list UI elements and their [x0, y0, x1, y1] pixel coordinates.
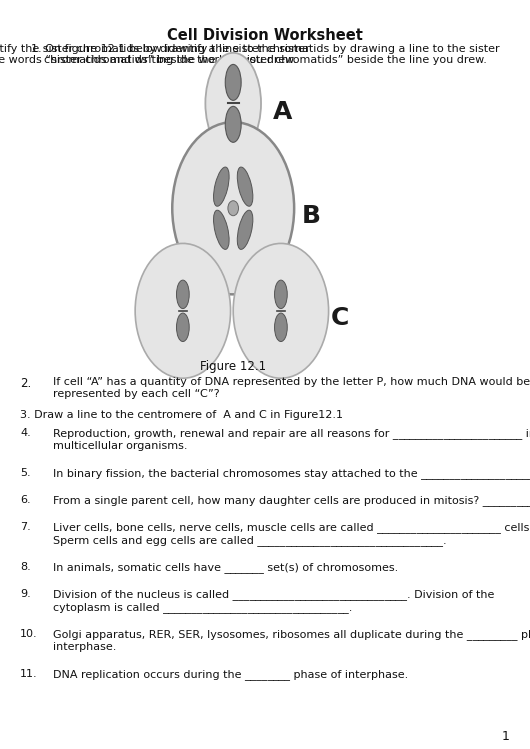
Text: 1: 1 [502, 730, 510, 743]
Text: Golgi apparatus, RER, SER, lysosomes, ribosomes all duplicate during the _______: Golgi apparatus, RER, SER, lysosomes, ri… [53, 629, 530, 640]
Ellipse shape [275, 280, 287, 309]
Text: 9.: 9. [20, 589, 31, 599]
Text: Cell Division Worksheet: Cell Division Worksheet [167, 28, 363, 43]
Circle shape [135, 243, 231, 378]
Text: cytoplasm is called _________________________________.: cytoplasm is called ____________________… [53, 602, 352, 613]
Text: In animals, somatic cells have _______ set(s) of chromosomes.: In animals, somatic cells have _______ s… [53, 562, 398, 573]
Text: From a single parent cell, how many daughter cells are produced in mitosis? ____: From a single parent cell, how many daug… [53, 495, 530, 506]
Ellipse shape [225, 106, 241, 142]
Text: 6.: 6. [20, 495, 31, 505]
Text: Division of the nucleus is called _______________________________. Division of t: Division of the nucleus is called ______… [53, 589, 494, 600]
Ellipse shape [214, 210, 229, 249]
Circle shape [228, 201, 238, 216]
Ellipse shape [225, 64, 241, 100]
Text: multicellular organisms.: multicellular organisms. [53, 441, 188, 451]
Text: 1. On figure 12.1 below identify the sister chromatids by drawing a line to the : 1. On figure 12.1 below identify the sis… [0, 44, 310, 54]
Text: Reproduction, growth, renewal and repair are all reasons for ___________________: Reproduction, growth, renewal and repair… [53, 428, 530, 439]
Text: Figure 12.1: Figure 12.1 [200, 360, 266, 373]
Ellipse shape [237, 167, 253, 206]
Text: 8.: 8. [20, 562, 31, 572]
Text: A: A [273, 100, 293, 124]
Text: Sperm cells and egg cells are called _________________________________.: Sperm cells and egg cells are called ___… [53, 535, 447, 546]
Text: If cell “A” has a quantity of DNA represented by the letter P, how much DNA woul: If cell “A” has a quantity of DNA repres… [53, 377, 530, 387]
Circle shape [172, 122, 294, 294]
Ellipse shape [237, 210, 253, 249]
Text: 11.: 11. [20, 669, 38, 679]
Text: DNA replication occurs during the ________ phase of interphase.: DNA replication occurs during the ______… [53, 669, 408, 680]
Ellipse shape [206, 52, 261, 154]
Text: 10.: 10. [20, 629, 38, 639]
Text: C: C [331, 306, 350, 330]
Text: chromatids and writing the words “sister chromatids” beside the line you drew.: chromatids and writing the words “sister… [0, 55, 296, 65]
Ellipse shape [214, 167, 229, 206]
Text: Liver cells, bone cells, nerve cells, muscle cells are called __________________: Liver cells, bone cells, nerve cells, mu… [53, 522, 530, 533]
Text: 4.: 4. [20, 428, 31, 438]
Text: 7.: 7. [20, 522, 31, 532]
Text: B: B [302, 204, 321, 228]
Text: 5.: 5. [20, 468, 31, 478]
Text: In binary fission, the bacterial chromosomes stay attached to the ______________: In binary fission, the bacterial chromos… [53, 468, 530, 479]
Ellipse shape [176, 313, 189, 342]
Text: represented by each cell “C”?: represented by each cell “C”? [53, 389, 219, 399]
Text: 3. Draw a line to the centromere of  A and C in Figure12.1: 3. Draw a line to the centromere of A an… [20, 410, 343, 420]
Text: interphase.: interphase. [53, 642, 117, 652]
Text: 2.: 2. [20, 377, 31, 390]
Ellipse shape [275, 313, 287, 342]
Text: 1. On figure 12.1 below identify the sister chromatids by drawing a line to the : 1. On figure 12.1 below identify the sis… [31, 44, 499, 54]
Ellipse shape [176, 280, 189, 309]
Text: chromatids and writing the words “sister chromatids” beside the line you drew.: chromatids and writing the words “sister… [43, 55, 487, 65]
Circle shape [233, 243, 329, 378]
